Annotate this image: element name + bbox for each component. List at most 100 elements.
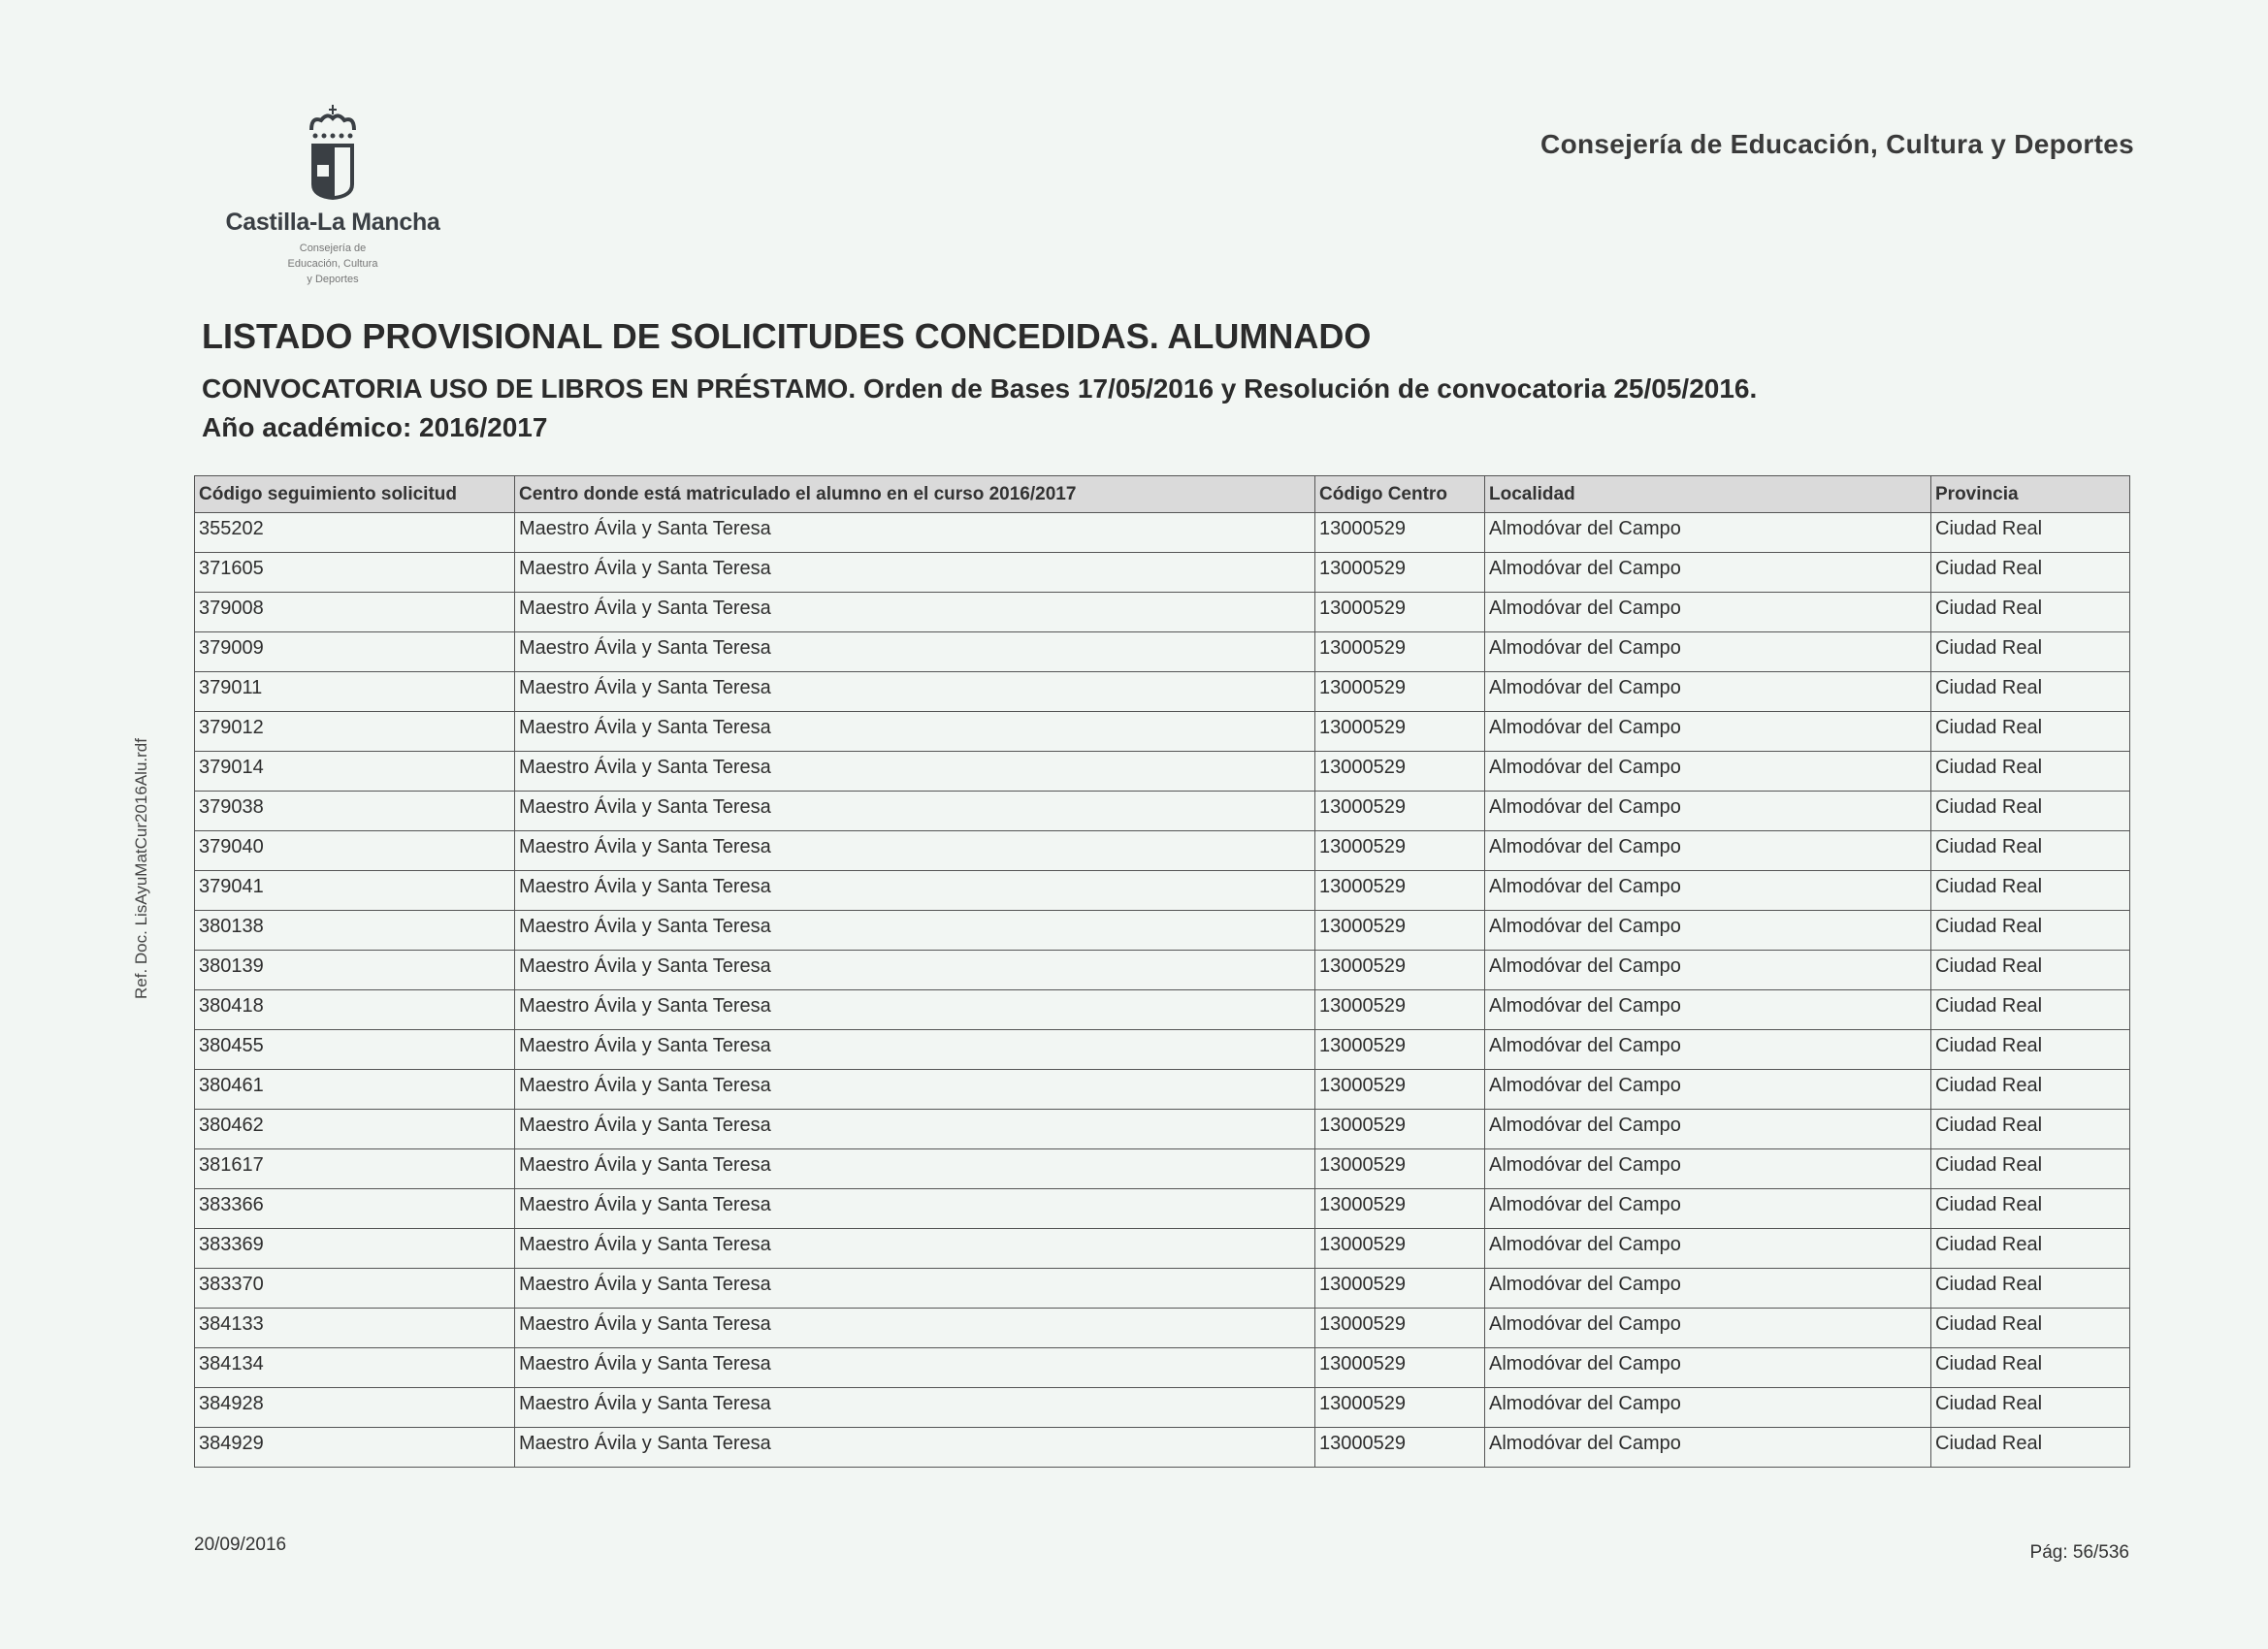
school-code-cell: 13000529 bbox=[1314, 910, 1485, 951]
table-row: 379014 Maestro Ávila y Santa Teresa 130005… bbox=[194, 751, 2130, 792]
tracking-code-cell: 379038 bbox=[194, 791, 515, 831]
locality-cell: Almodóvar del Campo bbox=[1484, 1308, 1931, 1348]
locality-cell: Almodóvar del Campo bbox=[1484, 1427, 1931, 1468]
school-code-cell: 13000529 bbox=[1314, 791, 1485, 831]
school-code-cell: 13000529 bbox=[1314, 1069, 1485, 1110]
school-code-cell: 13000529 bbox=[1314, 1148, 1485, 1189]
locality-cell: Almodóvar del Campo bbox=[1484, 1148, 1931, 1189]
tracking-code-cell: 379012 bbox=[194, 711, 515, 752]
column-header: Código seguimiento solicitud bbox=[194, 475, 515, 513]
castilla-la-mancha-logo: Castilla-La Mancha Consejería de Educaci… bbox=[207, 105, 459, 287]
province-cell: Ciudad Real bbox=[1930, 631, 2130, 672]
side-reference: Ref. Doc. LisAyuMatCur2016Alu.rdf bbox=[132, 738, 150, 999]
province-cell: Ciudad Real bbox=[1930, 870, 2130, 911]
tracking-code-cell: 384928 bbox=[194, 1387, 515, 1428]
locality-cell: Almodóvar del Campo bbox=[1484, 1347, 1931, 1388]
table-header-row: Código seguimiento solicitud Centro dond… bbox=[194, 475, 2130, 513]
school-name-cell: Maestro Ávila y Santa Teresa bbox=[514, 1069, 1315, 1110]
school-code-cell: 13000529 bbox=[1314, 552, 1485, 593]
results-table: Código seguimiento solicitud Centro dond… bbox=[194, 475, 2130, 1468]
school-code-cell: 13000529 bbox=[1314, 592, 1485, 632]
tracking-code-cell: 379041 bbox=[194, 870, 515, 911]
tracking-code-cell: 380138 bbox=[194, 910, 515, 951]
school-name-cell: Maestro Ávila y Santa Teresa bbox=[514, 592, 1315, 632]
province-cell: Ciudad Real bbox=[1930, 592, 2130, 632]
school-name-cell: Maestro Ávila y Santa Teresa bbox=[514, 1228, 1315, 1269]
document-subtitle: CONVOCATORIA USO DE LIBROS EN PRÉSTAMO. … bbox=[202, 373, 1758, 404]
locality-cell: Almodóvar del Campo bbox=[1484, 791, 1931, 831]
school-code-cell: 13000529 bbox=[1314, 671, 1485, 712]
province-cell: Ciudad Real bbox=[1930, 1188, 2130, 1229]
footer-date: 20/09/2016 bbox=[194, 1535, 287, 1555]
school-name-cell: Maestro Ávila y Santa Teresa bbox=[514, 671, 1315, 712]
locality-cell: Almodóvar del Campo bbox=[1484, 1268, 1931, 1309]
school-name-cell: Maestro Ávila y Santa Teresa bbox=[514, 711, 1315, 752]
tracking-code-cell: 381617 bbox=[194, 1148, 515, 1189]
school-name-cell: Maestro Ávila y Santa Teresa bbox=[514, 1148, 1315, 1189]
school-name-cell: Maestro Ávila y Santa Teresa bbox=[514, 870, 1315, 911]
document-title: LISTADO PROVISIONAL DE SOLICITUDES CONCE… bbox=[202, 316, 1372, 356]
table-row: 379040 Maestro Ávila y Santa Teresa 130005… bbox=[194, 830, 2130, 871]
tracking-code-cell: 379009 bbox=[194, 631, 515, 672]
table-row: 371605 Maestro Ávila y Santa Teresa 130005… bbox=[194, 552, 2130, 593]
tracking-code-cell: 380461 bbox=[194, 1069, 515, 1110]
table-row: 379009 Maestro Ávila y Santa Teresa 130005… bbox=[194, 631, 2130, 672]
logo-subtitle-line: Educación, Cultura bbox=[287, 258, 378, 270]
table-row: 380462 Maestro Ávila y Santa Teresa 130005… bbox=[194, 1109, 2130, 1149]
school-code-cell: 13000529 bbox=[1314, 1347, 1485, 1388]
locality-cell: Almodóvar del Campo bbox=[1484, 1387, 1931, 1428]
table-row: 379012 Maestro Ávila y Santa Teresa 130005… bbox=[194, 711, 2130, 752]
locality-cell: Almodóvar del Campo bbox=[1484, 1029, 1931, 1070]
tracking-code-cell: 379011 bbox=[194, 671, 515, 712]
school-name-cell: Maestro Ávila y Santa Teresa bbox=[514, 1308, 1315, 1348]
tracking-code-cell: 379040 bbox=[194, 830, 515, 871]
locality-cell: Almodóvar del Campo bbox=[1484, 1109, 1931, 1149]
school-code-cell: 13000529 bbox=[1314, 989, 1485, 1030]
province-cell: Ciudad Real bbox=[1930, 751, 2130, 792]
column-header: Provincia bbox=[1930, 475, 2130, 513]
table-row: 379008 Maestro Ávila y Santa Teresa 130005… bbox=[194, 592, 2130, 632]
school-code-cell: 13000529 bbox=[1314, 631, 1485, 672]
logo-subtitle: Consejería de Educación, Cultura y Depor… bbox=[207, 241, 459, 287]
locality-cell: Almodóvar del Campo bbox=[1484, 1069, 1931, 1110]
school-name-cell: Maestro Ávila y Santa Teresa bbox=[514, 1427, 1315, 1468]
school-code-cell: 13000529 bbox=[1314, 512, 1485, 553]
province-cell: Ciudad Real bbox=[1930, 791, 2130, 831]
coat-of-arms-icon bbox=[309, 105, 356, 200]
school-code-cell: 13000529 bbox=[1314, 950, 1485, 990]
province-cell: Ciudad Real bbox=[1930, 950, 2130, 990]
school-code-cell: 13000529 bbox=[1314, 1029, 1485, 1070]
locality-cell: Almodóvar del Campo bbox=[1484, 631, 1931, 672]
school-code-cell: 13000529 bbox=[1314, 1188, 1485, 1229]
province-cell: Ciudad Real bbox=[1930, 552, 2130, 593]
school-name-cell: Maestro Ávila y Santa Teresa bbox=[514, 791, 1315, 831]
locality-cell: Almodóvar del Campo bbox=[1484, 552, 1931, 593]
locality-cell: Almodóvar del Campo bbox=[1484, 512, 1931, 553]
tracking-code-cell: 384134 bbox=[194, 1347, 515, 1388]
school-name-cell: Maestro Ávila y Santa Teresa bbox=[514, 830, 1315, 871]
locality-cell: Almodóvar del Campo bbox=[1484, 830, 1931, 871]
school-name-cell: Maestro Ávila y Santa Teresa bbox=[514, 1347, 1315, 1388]
locality-cell: Almodóvar del Campo bbox=[1484, 751, 1931, 792]
table-row: 384134 Maestro Ávila y Santa Teresa 130005… bbox=[194, 1347, 2130, 1388]
table-row: 380455 Maestro Ávila y Santa Teresa 130005… bbox=[194, 1029, 2130, 1070]
logo-name: Castilla-La Mancha bbox=[225, 209, 440, 236]
table-row: 384133 Maestro Ávila y Santa Teresa 130005… bbox=[194, 1308, 2130, 1348]
locality-cell: Almodóvar del Campo bbox=[1484, 950, 1931, 990]
locality-cell: Almodóvar del Campo bbox=[1484, 711, 1931, 752]
school-code-cell: 13000529 bbox=[1314, 1228, 1485, 1269]
tracking-code-cell: 380455 bbox=[194, 1029, 515, 1070]
province-cell: Ciudad Real bbox=[1930, 1347, 2130, 1388]
column-header: Centro donde está matriculado el alumno … bbox=[514, 475, 1315, 513]
column-header: Localidad bbox=[1484, 475, 1931, 513]
page-number: Pág: 56/536 bbox=[2029, 1542, 2129, 1563]
province-cell: Ciudad Real bbox=[1930, 671, 2130, 712]
school-code-cell: 13000529 bbox=[1314, 870, 1485, 911]
table-row: 379041 Maestro Ávila y Santa Teresa 130005… bbox=[194, 870, 2130, 911]
school-code-cell: 13000529 bbox=[1314, 1427, 1485, 1468]
province-cell: Ciudad Real bbox=[1930, 1148, 2130, 1189]
school-code-cell: 13000529 bbox=[1314, 830, 1485, 871]
table-row: 379011 Maestro Ávila y Santa Teresa 130005… bbox=[194, 671, 2130, 712]
tracking-code-cell: 380418 bbox=[194, 989, 515, 1030]
school-name-cell: Maestro Ávila y Santa Teresa bbox=[514, 751, 1315, 792]
